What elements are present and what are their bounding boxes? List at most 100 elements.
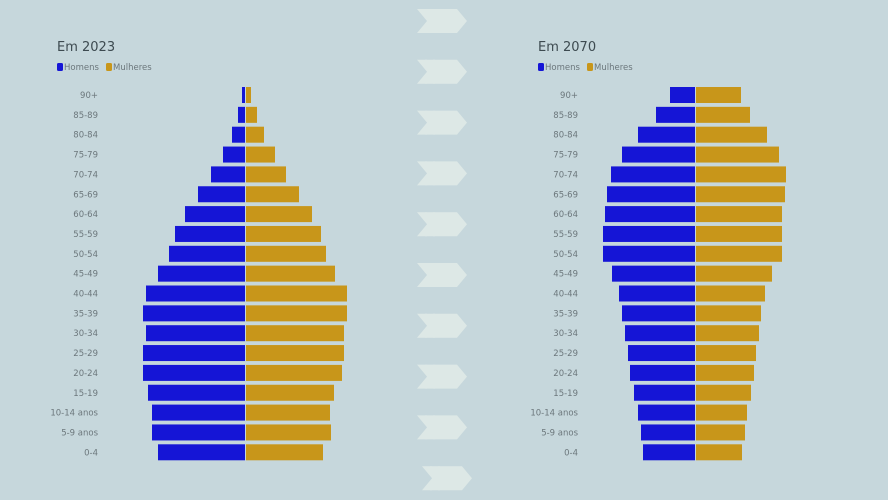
bar-mulheres (246, 106, 257, 123)
bar-homens (625, 325, 695, 342)
category-label: 75-79 (553, 151, 578, 161)
category-label: 40-44 (553, 290, 578, 300)
legend-swatch (57, 63, 63, 71)
category-label: 45-49 (73, 270, 98, 280)
bar-homens (238, 106, 245, 123)
category-label: 25-29 (73, 349, 98, 359)
bar-mulheres (246, 444, 323, 461)
legend-label: Homens (64, 63, 99, 73)
bar-homens (670, 87, 695, 103)
category-label: 25-29 (553, 349, 578, 359)
category-label: 20-24 (553, 369, 578, 379)
bar-homens (146, 325, 245, 342)
category-label: 65-69 (553, 190, 578, 200)
bar-mulheres (246, 325, 344, 342)
bar-homens (641, 424, 695, 441)
bar-mulheres (246, 404, 330, 421)
bar-homens (630, 364, 695, 381)
bar-homens (643, 444, 695, 461)
legend-swatch (587, 63, 593, 71)
bar-mulheres (696, 444, 742, 461)
bar-mulheres (696, 325, 759, 342)
category-label: 10-14 anos (530, 409, 578, 419)
bar-mulheres (246, 225, 321, 242)
bar-homens (143, 345, 245, 362)
legend-swatch (106, 63, 112, 71)
bar-homens (638, 126, 695, 143)
bar-homens (656, 106, 695, 123)
bar-mulheres (696, 245, 782, 262)
category-label: 45-49 (553, 270, 578, 280)
chevron-arrows-icon (417, 364, 467, 389)
bar-mulheres (696, 206, 782, 223)
chevron-arrows-icon (422, 466, 472, 491)
bar-mulheres (246, 186, 299, 203)
category-label: 70-74 (73, 170, 98, 180)
bar-mulheres (696, 146, 779, 163)
legend-swatch (538, 63, 544, 71)
category-label: 40-44 (73, 290, 98, 300)
bar-homens (607, 186, 695, 203)
bar-homens (242, 87, 245, 103)
bar-mulheres (246, 424, 331, 441)
category-label: 80-84 (73, 131, 98, 141)
category-label: 60-64 (553, 210, 578, 220)
bar-mulheres (696, 186, 785, 203)
bar-homens (603, 245, 695, 262)
category-label: 15-19 (553, 389, 578, 399)
bar-homens (628, 345, 695, 362)
bar-mulheres (246, 364, 342, 381)
chevron-arrows-icon (417, 59, 467, 84)
chevron-arrows-icon (417, 110, 467, 135)
bar-homens (143, 364, 245, 381)
chevron-arrows-icon (417, 161, 467, 186)
bar-homens (605, 206, 695, 223)
category-label: 20-24 (73, 369, 98, 379)
bar-mulheres (696, 305, 761, 322)
bar-homens (612, 265, 695, 282)
bar-homens (148, 384, 245, 401)
legend-label: Mulheres (594, 63, 633, 73)
category-label: 85-89 (73, 111, 98, 121)
bar-homens (143, 305, 245, 322)
category-label: 35-39 (553, 309, 578, 319)
chart-title: Em 2023 (57, 40, 115, 55)
bar-homens (622, 305, 695, 322)
category-label: 70-74 (553, 170, 578, 180)
bar-mulheres (696, 384, 751, 401)
category-label: 5-9 anos (541, 428, 578, 438)
category-label: 85-89 (553, 111, 578, 121)
bar-homens (622, 146, 695, 163)
bar-mulheres (246, 87, 251, 103)
category-label: 55-59 (553, 230, 578, 240)
category-label: 0-4 (564, 448, 578, 458)
category-label: 60-64 (73, 210, 98, 220)
category-label: 80-84 (553, 131, 578, 141)
chevron-arrows-icon (417, 263, 467, 287)
bar-homens (223, 146, 245, 163)
legend-label: Homens (545, 63, 580, 73)
pyramid-1: Em 2070 Homens Mulheres 90+ 85-89 80-84 75-79 7… (530, 40, 786, 461)
bar-mulheres (246, 265, 335, 282)
bar-mulheres (696, 404, 747, 421)
category-label: 10-14 anos (50, 409, 98, 419)
category-label: 30-34 (553, 329, 578, 339)
bar-mulheres (696, 285, 765, 302)
category-label: 0-4 (84, 448, 98, 458)
chevron-arrows-icon (417, 212, 467, 237)
bar-homens (152, 404, 245, 421)
bar-mulheres (246, 345, 344, 362)
bar-mulheres (246, 206, 312, 223)
bar-homens (198, 186, 245, 203)
chevron-arrows-icon (417, 415, 467, 440)
category-label: 30-34 (73, 329, 98, 339)
bar-homens (152, 424, 245, 441)
category-label: 65-69 (73, 190, 98, 200)
chart-title: Em 2070 (538, 40, 596, 55)
bar-mulheres (696, 424, 745, 441)
chevron-arrows-icon (417, 9, 467, 33)
bar-mulheres (696, 126, 767, 143)
bar-mulheres (696, 225, 782, 242)
bar-homens (634, 384, 695, 401)
